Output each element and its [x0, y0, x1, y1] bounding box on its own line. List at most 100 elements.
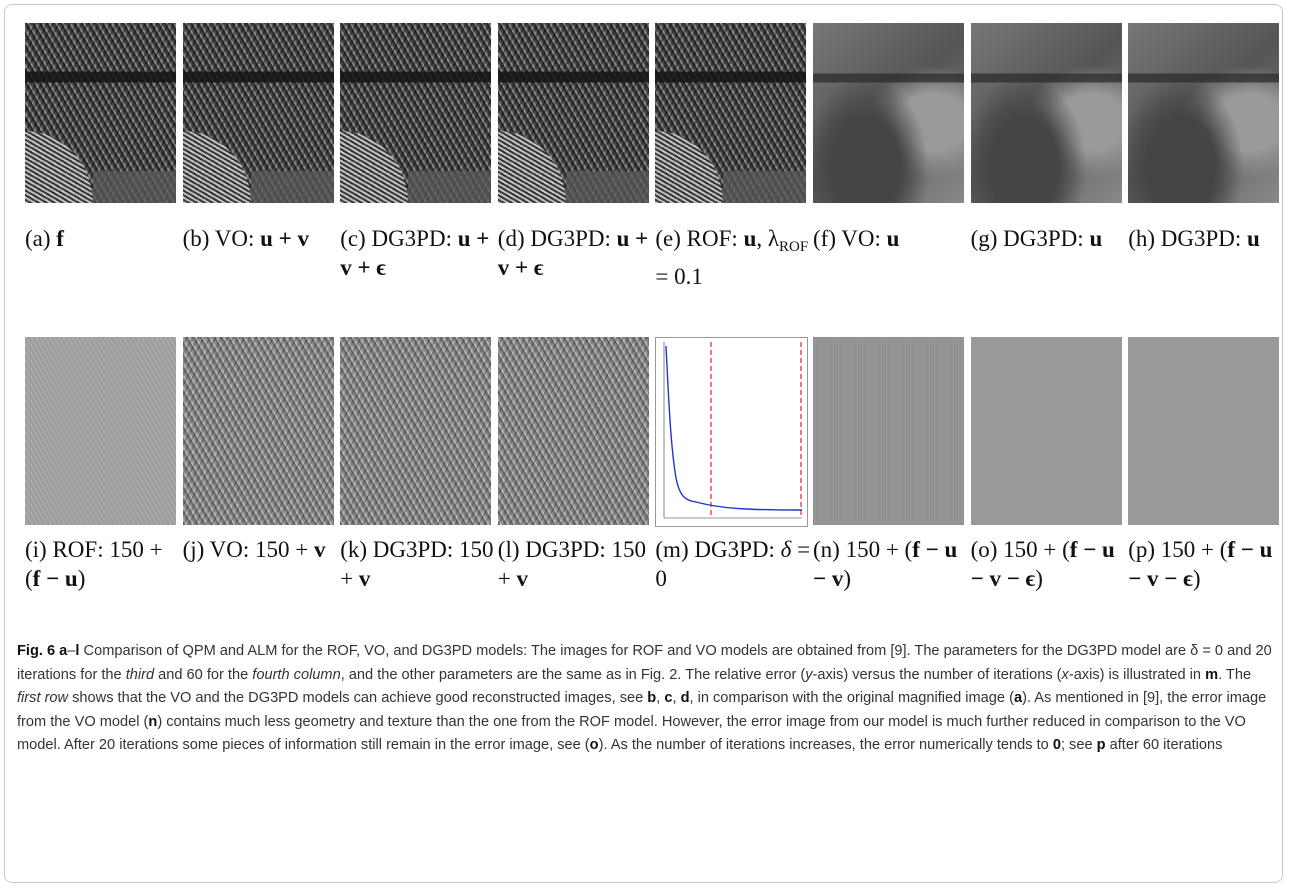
- text-run: (j) VO: 150 +: [182, 537, 314, 562]
- text-run: third: [125, 666, 155, 683]
- text-run: u + v + ϵ: [340, 226, 490, 280]
- text-run: , λ: [756, 226, 780, 251]
- panel-label: (d) DG3PD: u + v + ϵ: [498, 224, 654, 282]
- text-run: fourth column: [252, 666, 341, 683]
- text-run: . The: [1218, 666, 1252, 683]
- panel-image: [25, 337, 176, 525]
- text-run: -axis) versus the number of iterations (: [812, 666, 1062, 683]
- text-run: ). As mentioned in [9], the error image …: [17, 690, 1267, 730]
- text-run: (h) DG3PD:: [1128, 226, 1248, 251]
- panel-image: [497, 23, 649, 203]
- figure-caption: Fig. 6 a–l Comparison of QPM and ALM for…: [17, 640, 1275, 758]
- panel-label: (o) 150 + (f − u − v − ϵ): [971, 535, 1127, 593]
- panel-label: (m) DG3PD: δ = 0: [655, 535, 811, 593]
- panel-image: [655, 337, 809, 527]
- panel-label: (l) DG3PD: 150 + v: [498, 535, 654, 593]
- text-run: b: [647, 690, 657, 706]
- panel-label: (k) DG3PD: 150 + v: [340, 535, 496, 593]
- panel-label: (p) 150 + (f − u − v − ϵ): [1128, 535, 1284, 593]
- text-run: f − u: [32, 566, 78, 591]
- text-run: shows that the VO and the DG3PD models c…: [68, 690, 648, 706]
- text-run: ; see: [1060, 737, 1097, 753]
- text-run: y: [805, 666, 813, 683]
- text-run: (o) 150 + (: [970, 537, 1070, 562]
- text-run: -axis) is illustrated in: [1068, 666, 1206, 683]
- text-run: f − u − v: [813, 537, 958, 591]
- text-run: a: [59, 643, 68, 659]
- panel-label: (c) DG3PD: u + v + ϵ: [340, 224, 496, 282]
- text-run: l: [75, 643, 80, 659]
- text-run: , in comparison with the original magnif…: [689, 690, 1014, 706]
- panel-label: (j) VO: 150 + v: [183, 535, 339, 564]
- panel-label: (a) f: [25, 224, 181, 253]
- panel-label: (f) VO: u: [813, 224, 969, 253]
- panel-image: [813, 23, 964, 203]
- text-run: u: [1089, 226, 1103, 251]
- text-run: Fig. 6: [17, 643, 60, 659]
- panel-image: [970, 337, 1122, 525]
- text-run: a: [1013, 690, 1023, 706]
- text-run: –: [67, 643, 76, 659]
- text-run: ): [1192, 566, 1201, 591]
- text-run: ) contains much less geometry and textur…: [17, 713, 1246, 754]
- text-run: (m) DG3PD:: [655, 537, 781, 562]
- text-run: d: [680, 690, 690, 706]
- text-run: (n) 150 + (: [813, 537, 913, 562]
- text-run: ): [77, 566, 86, 591]
- panel-label: (b) VO: u + v: [183, 224, 339, 253]
- text-run: ). As the number of iterations increases…: [598, 737, 1053, 753]
- panel-image: [1128, 23, 1280, 203]
- text-run: (f) VO:: [813, 226, 887, 251]
- text-run: u: [886, 226, 900, 251]
- text-run: (a): [25, 226, 57, 251]
- text-run: (l) DG3PD: 150 +: [497, 537, 647, 591]
- text-run: ): [843, 566, 852, 591]
- text-run: δ: [780, 537, 792, 562]
- text-run: u: [1247, 226, 1260, 251]
- panel-image: [655, 23, 807, 203]
- text-run: ,: [672, 690, 681, 706]
- text-run: ROF: [779, 239, 809, 255]
- panel-label: (e) ROF: u, λROF = 0.1: [655, 224, 811, 291]
- text-run: p: [1096, 737, 1106, 753]
- panel-label: (n) 150 + (f − u − v): [813, 535, 969, 593]
- panel-image: [182, 337, 334, 525]
- text-run: c: [664, 690, 673, 706]
- text-run: v: [516, 566, 529, 591]
- text-run: u + v: [260, 226, 310, 251]
- text-run: (d) DG3PD:: [497, 226, 617, 251]
- text-run: = 0.1: [655, 264, 703, 289]
- text-run: (e) ROF:: [655, 226, 744, 251]
- panel-label: (i) ROF: 150 + (f − u): [25, 535, 181, 593]
- text-run: ): [1035, 566, 1043, 591]
- text-run: first row: [17, 690, 69, 706]
- convergence-plot: [664, 342, 803, 519]
- text-run: o: [589, 737, 599, 753]
- text-run: (k) DG3PD: 150 +: [340, 537, 494, 591]
- text-run: (i) ROF: 150 + (: [25, 537, 163, 591]
- panel-image: [970, 23, 1122, 203]
- text-run: x: [1061, 666, 1069, 683]
- text-run: u: [743, 226, 757, 251]
- text-run: u + v + ϵ: [497, 226, 649, 280]
- text-run: ,: [656, 690, 665, 706]
- panel-image: [182, 23, 334, 203]
- panel-label: (g) DG3PD: u: [971, 224, 1127, 253]
- panel-image: [1128, 337, 1280, 525]
- panel-image: [340, 23, 492, 203]
- panel-label: (h) DG3PD: u: [1128, 224, 1284, 253]
- text-run: (p) 150 + (: [1128, 537, 1228, 562]
- figure-frame: [4, 4, 1283, 883]
- panel-image: [813, 337, 964, 525]
- text-run: f − u − v − ϵ: [1128, 537, 1273, 591]
- panel-image: [497, 337, 649, 525]
- text-run: (g) DG3PD:: [970, 226, 1090, 251]
- text-run: , and the other parameters are the same …: [340, 666, 806, 683]
- text-run: (b) VO:: [182, 226, 261, 251]
- text-run: f: [56, 226, 64, 251]
- text-run: v: [313, 537, 326, 562]
- panel-image: [340, 337, 492, 525]
- text-run: after 60 iterations: [1105, 737, 1223, 753]
- text-run: 0: [1052, 737, 1061, 753]
